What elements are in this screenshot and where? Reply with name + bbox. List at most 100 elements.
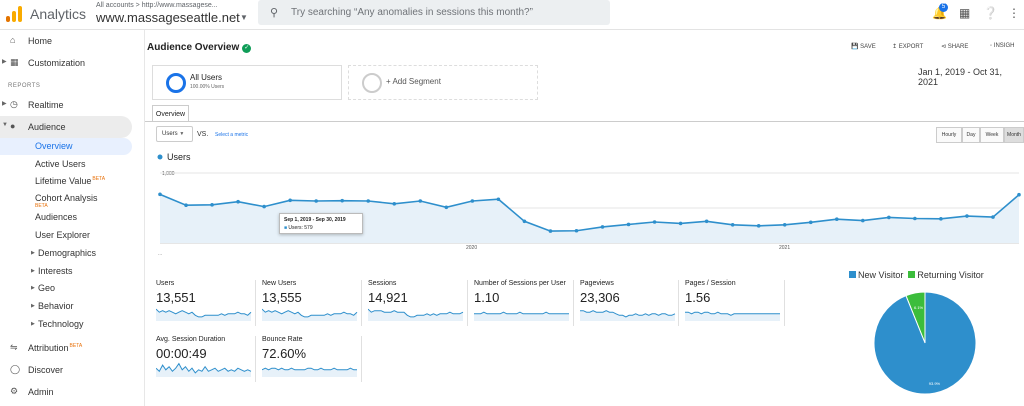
add-segment-label: + Add Segment [386,77,441,86]
sidebar-subitem-overview[interactable]: Overview [0,138,132,155]
app-title[interactable]: Analytics [30,6,87,22]
sidebar-item-label: Home [28,36,53,46]
granularity-week[interactable]: Week [980,127,1004,143]
sidebar-subitem-behavior[interactable]: ▶ Behavior [0,298,132,315]
account-breadcrumb[interactable]: All accounts > http://www.massagese... [96,2,218,9]
data-point[interactable] [262,204,266,209]
sidebar-item-attribution[interactable]: ⇋ AttributionBETA [0,337,132,359]
data-point[interactable] [444,205,449,210]
sidebar-item-customization[interactable]: ▶ ▦ Customization [0,52,132,74]
legend-new-visitor[interactable]: New Visitor [849,270,903,280]
sidebar-subitem-audiences[interactable]: Audiences [0,209,132,226]
more-vert-icon[interactable]: ⋮ [1008,6,1020,20]
data-point[interactable] [834,217,839,221]
metric-card[interactable]: Pageviews 23,306 [580,280,684,330]
data-point[interactable] [548,229,553,233]
data-point[interactable] [522,219,527,224]
metric-card[interactable]: Bounce Rate 72.60% [262,336,366,386]
sidebar-item-home[interactable]: ⌂ Home [0,30,132,52]
data-point[interactable] [808,220,813,225]
data-point[interactable] [782,223,787,227]
main-content: Audience Overview ✓ 💾 SAVE ↥ EXPORT ⊲ SHA… [145,30,1024,406]
select-metric-link[interactable]: Select a metric [215,132,249,138]
data-point[interactable] [574,228,579,233]
data-point[interactable] [730,223,735,227]
sidebar-subitem-label: Technology [38,319,84,329]
sidebar-item-discover[interactable]: ◯ Discover [0,359,132,381]
sidebar-subitem-geo[interactable]: ▶ Geo [0,280,132,297]
sidebar-subitem-interests[interactable]: ▶ Interests [0,263,132,280]
metric-card[interactable]: Sessions 14,921 [368,280,472,330]
data-point[interactable] [418,199,423,203]
sidebar-subitem-technology[interactable]: ▶ Technology [0,316,132,333]
data-point[interactable] [704,219,709,224]
help-icon[interactable]: ❔ [983,6,998,20]
metric-value: 72.60% [262,346,307,361]
share-button[interactable]: ⊲ SHARE [941,44,969,50]
sidebar-subitem-demographics[interactable]: ▶ Demographics [0,245,132,262]
metric-card[interactable]: New Users 13,555 [262,280,366,330]
data-point[interactable] [756,224,761,228]
data-point[interactable] [340,198,345,203]
data-point[interactable] [210,203,214,207]
search-bar[interactable]: ⚲ Try searching “Any anomalies in sessio… [258,0,610,25]
granularity-day[interactable]: Day [962,127,980,143]
pie-slice[interactable] [873,291,977,395]
analytics-logo-icon[interactable] [6,6,22,22]
data-point[interactable] [913,216,917,221]
sidebar-subitem-lifetime-value[interactable]: Lifetime ValueBETA [0,173,132,190]
data-point[interactable] [626,222,631,227]
sidebar-item-admin[interactable]: ⚙ Admin [0,381,132,403]
data-point[interactable] [887,215,891,220]
users-line-chart[interactable]: Users 1,000 500 ... 2020 2021 [156,148,1024,258]
metric-card[interactable]: Pages / Session 1.56 [685,280,789,330]
export-button[interactable]: ↥ EXPORT [892,44,924,50]
metric-dropdown[interactable]: Users ▼ [156,126,193,142]
data-point[interactable] [288,198,292,203]
apps-grid-icon[interactable]: ▦ [959,6,971,20]
metric-card[interactable]: Number of Sessions per User 1.10 [474,280,578,330]
data-point[interactable] [939,217,943,221]
sidebar-subitem-active-users[interactable]: Active Users [0,156,132,173]
metric-dropdown-value: Users [162,131,178,137]
data-point[interactable] [392,202,397,206]
visitor-pie-chart[interactable]: 6.1% 93.9% [872,290,978,396]
data-point[interactable] [861,218,865,223]
legend-returning-visitor[interactable]: Returning Visitor [908,270,984,280]
granularity-hourly[interactable]: Hourly [936,127,962,143]
insights-button[interactable]: ◦ INSIGH [990,43,1015,49]
data-point[interactable] [496,197,501,202]
tab-divider [145,121,1024,122]
label-text: Attribution [28,343,69,353]
sparkline-line [262,308,358,318]
sparkline-line [262,367,357,371]
data-point[interactable] [652,220,657,224]
data-point[interactable] [678,221,683,226]
metric-card[interactable]: Users 13,551 [156,280,260,330]
granularity-month[interactable]: Month [1004,127,1024,143]
data-point[interactable] [158,192,162,197]
date-range-picker[interactable]: Jan 1, 2019 - Oct 31, 2021 [918,67,1003,87]
data-point[interactable] [991,215,995,219]
tab-overview[interactable]: Overview [152,105,189,122]
add-segment-button[interactable]: + Add Segment [348,65,538,100]
sparkline-area [474,312,569,321]
property-selector[interactable]: www.massageseattle.net [96,10,240,25]
data-point[interactable] [236,199,240,204]
search-input[interactable]: Try searching “Any anomalies in sessions… [291,7,533,18]
sidebar-subitem-cohort-analysis[interactable]: Cohort Analysis BETA [0,190,132,211]
data-point[interactable] [366,199,371,203]
chevron-down-icon[interactable]: ▼ [240,13,248,22]
sidebar-item-audience[interactable]: ▼ ● Audience [0,116,132,138]
sidebar-item-realtime[interactable]: ▶ ◷ Realtime [0,94,132,116]
segment-all-users[interactable]: All Users 100.00% Users [152,65,342,100]
save-button[interactable]: 💾 SAVE [851,44,876,50]
data-point[interactable] [600,225,605,229]
data-point[interactable] [965,214,969,218]
sidebar-subitem-user-explorer[interactable]: User Explorer [0,227,132,244]
data-point[interactable] [184,203,188,207]
data-point[interactable] [314,199,318,203]
metric-card[interactable]: Avg. Session Duration 00:00:49 [156,336,260,386]
data-point[interactable] [470,199,475,203]
data-point[interactable] [1017,192,1021,197]
